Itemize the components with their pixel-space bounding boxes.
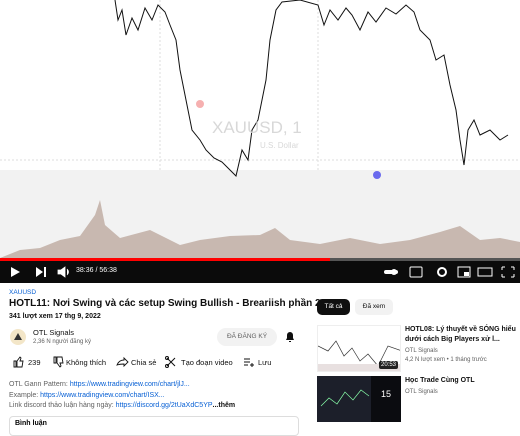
- action-icons: [13, 356, 254, 368]
- video-tag[interactable]: XAUUSD: [9, 289, 37, 296]
- like-count[interactable]: 239: [28, 358, 41, 367]
- channel-avatar[interactable]: [9, 328, 27, 346]
- progress-played: [0, 258, 330, 261]
- comments-header: Bình luận: [9, 416, 299, 436]
- dislike-button[interactable]: Không thích: [66, 358, 107, 367]
- playlist-image: [320, 389, 370, 407]
- description-link[interactable]: https://www.tradingview.com/chart/jlJ...: [69, 381, 190, 388]
- playlist-count: 15: [371, 376, 401, 422]
- clip-button[interactable]: Tạo đoạn video: [181, 358, 233, 367]
- description-line: Link discord thảo luận hàng ngày: https:…: [9, 401, 235, 412]
- video-frame: XAUUSD, 1 U.S. Dollar: [0, 0, 520, 258]
- save-button[interactable]: Lưu: [258, 358, 272, 367]
- chart-currency: U.S. Dollar: [260, 141, 299, 150]
- description-label: OTL Gann Pattern:: [9, 381, 70, 388]
- subscriber-count: 2,36 N người đăng ký: [33, 339, 91, 345]
- description: OTL Gann Pattern: https://www.tradingvie…: [9, 380, 235, 412]
- subscribe-button[interactable]: ĐÃ ĐĂNG KÝ: [217, 328, 277, 346]
- video-meta: 341 lượt xem 17 thg 9, 2022: [9, 313, 101, 320]
- chip[interactable]: Đã xem: [355, 299, 393, 315]
- share-button[interactable]: Chia sẻ: [131, 358, 157, 367]
- right-controls[interactable]: [380, 265, 520, 279]
- description-line: OTL Gann Pattern: https://www.tradingvie…: [9, 380, 235, 391]
- thumbnail-image: [318, 340, 400, 371]
- chart-symbol: XAUUSD, 1: [212, 118, 302, 137]
- recommended-channel[interactable]: OTL Signals: [405, 348, 438, 354]
- description-label: Example:: [9, 391, 41, 399]
- player-controls: 38:36 / 56:38: [0, 258, 520, 283]
- playlist-title[interactable]: Học Trade Cùng OTL: [405, 377, 475, 384]
- description-link[interactable]: https://discord.gg/2tUaXdC5YP: [115, 402, 213, 409]
- description-label: Link discord thảo luận hàng ngày:: [9, 402, 116, 409]
- playlist-thumbnail[interactable]: 15: [317, 376, 401, 422]
- video-title: HOTL11: Nơi Swing và các setup Swing Bul…: [9, 298, 321, 309]
- chip-active[interactable]: Tất cả: [317, 299, 350, 315]
- time-display: 38:36 / 56:38: [76, 267, 117, 274]
- bell-icon[interactable]: [283, 330, 297, 344]
- description-line: Example: https://www.tradingview.com/cha…: [9, 391, 235, 402]
- recommended-title[interactable]: HOTL08: Lý thuyết về SÓNG hiểu dưới cách…: [405, 326, 516, 343]
- description-link[interactable]: https://www.tradingview.com/chart/ISX...: [40, 391, 165, 399]
- recommended-meta: 4,2 N lượt xem • 1 tháng trước: [405, 357, 487, 363]
- channel-name[interactable]: OTL Signals: [33, 328, 74, 337]
- video[interactable]: XAUUSD, 1 U.S. Dollar: [0, 0, 520, 258]
- thumbnail[interactable]: 20:53: [317, 325, 401, 372]
- left-controls[interactable]: [8, 265, 128, 279]
- more-button[interactable]: ...thêm: [212, 402, 236, 409]
- playlist-channel[interactable]: OTL Signals: [405, 389, 438, 395]
- duration-badge: 20:53: [378, 361, 398, 369]
